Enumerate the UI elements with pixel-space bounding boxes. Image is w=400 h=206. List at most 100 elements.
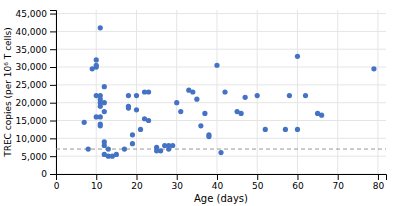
point [138, 127, 143, 132]
point [130, 132, 135, 137]
reference-line [56, 149, 386, 150]
point [98, 25, 103, 30]
y-tick-mark [50, 14, 56, 15]
y-tick-mark [50, 121, 56, 122]
point [295, 127, 300, 132]
point [126, 93, 131, 98]
point [283, 127, 288, 132]
grid-line-x [96, 10, 97, 174]
x-axis-title: Age (days) [194, 193, 248, 204]
point [218, 150, 223, 155]
y-tick: 30,000 [16, 62, 57, 72]
x-axis-line [57, 175, 387, 181]
x-tick-mark [257, 174, 258, 180]
point [122, 146, 127, 151]
x-axis: 01020304050607080 [54, 174, 387, 191]
y-tick-mark [50, 103, 56, 104]
point [243, 95, 248, 100]
point [222, 89, 227, 94]
point [158, 148, 163, 153]
point [190, 89, 195, 94]
point [170, 143, 175, 148]
x-tick-mark [177, 174, 178, 180]
grid-line-y [56, 31, 386, 32]
grid-line-y [56, 120, 386, 121]
y-tick-label: 5,000 [21, 152, 47, 162]
y-axis-title: TREC copies (per 10⁶ T cells) [3, 27, 13, 158]
grid-line-x [257, 10, 258, 174]
grid-line-y [56, 138, 386, 139]
y-tick-label: 35,000 [16, 45, 48, 55]
plot-area: 0102030405060708005,00010,00015,00020,00… [16, 9, 387, 191]
y-tick-label: 0 [41, 169, 47, 179]
point [94, 57, 99, 62]
y-tick: 25,000 [16, 80, 57, 90]
x-tick: 50 [252, 174, 264, 191]
x-tick-mark [297, 174, 298, 180]
y-tick-mark [50, 138, 56, 139]
y-tick: 40,000 [16, 27, 57, 37]
y-tick: 20,000 [16, 98, 57, 108]
y-tick: 45,000 [16, 9, 57, 19]
y-tick-mark [50, 85, 56, 86]
point [178, 109, 183, 114]
chart: 0102030405060708005,00010,00015,00020,00… [0, 0, 400, 206]
grid-line-y [56, 49, 386, 50]
point [319, 113, 324, 118]
grid-line-y [56, 13, 386, 14]
point [98, 123, 103, 128]
y-tick: 5,000 [21, 152, 56, 162]
x-tick-label: 70 [332, 181, 344, 191]
x-tick-mark [96, 174, 97, 180]
x-tick: 10 [91, 174, 103, 191]
data-layer [56, 25, 386, 159]
y-tick: 15,000 [16, 116, 57, 126]
x-tick-label: 0 [54, 181, 60, 191]
point [134, 93, 139, 98]
x-tick-label: 20 [131, 181, 143, 191]
y-tick-label: 10,000 [16, 134, 48, 144]
y-axis-line [50, 11, 57, 175]
x-tick-mark [217, 174, 218, 180]
point [303, 93, 308, 98]
point [106, 146, 111, 151]
point [202, 111, 207, 116]
x-tick-label: 80 [373, 181, 385, 191]
x-tick-label: 10 [91, 181, 103, 191]
point [371, 66, 376, 71]
x-tick-mark [378, 174, 379, 180]
y-tick-mark [50, 31, 56, 32]
x-tick: 30 [172, 174, 184, 191]
x-tick: 60 [292, 174, 304, 191]
point [114, 152, 119, 157]
point [86, 146, 91, 151]
y-tick-mark [50, 156, 56, 157]
point [130, 141, 135, 146]
y-tick: 10,000 [16, 134, 57, 144]
point [94, 63, 99, 68]
x-tick: 0 [54, 174, 60, 191]
point [146, 118, 151, 123]
y-tick-label: 15,000 [16, 116, 48, 126]
point [287, 93, 292, 98]
point [146, 89, 151, 94]
point [206, 134, 211, 139]
x-tick-label: 60 [292, 181, 304, 191]
x-tick: 80 [373, 174, 385, 191]
point [295, 54, 300, 59]
point [239, 111, 244, 116]
point [174, 100, 179, 105]
x-tick-label: 50 [252, 181, 264, 191]
point [134, 107, 139, 112]
point [126, 105, 131, 110]
y-axis: 0 5,000 10,000 15,000 20,000 25,000 30,000 35,0… [16, 9, 57, 179]
point [194, 97, 199, 102]
x-tick: 20 [131, 174, 143, 191]
point [98, 104, 103, 109]
x-tick-mark [338, 174, 339, 180]
y-tick-mark [50, 174, 56, 175]
y-tick: 35,000 [16, 45, 57, 55]
point [263, 127, 268, 132]
point [102, 84, 107, 89]
point [102, 100, 107, 105]
